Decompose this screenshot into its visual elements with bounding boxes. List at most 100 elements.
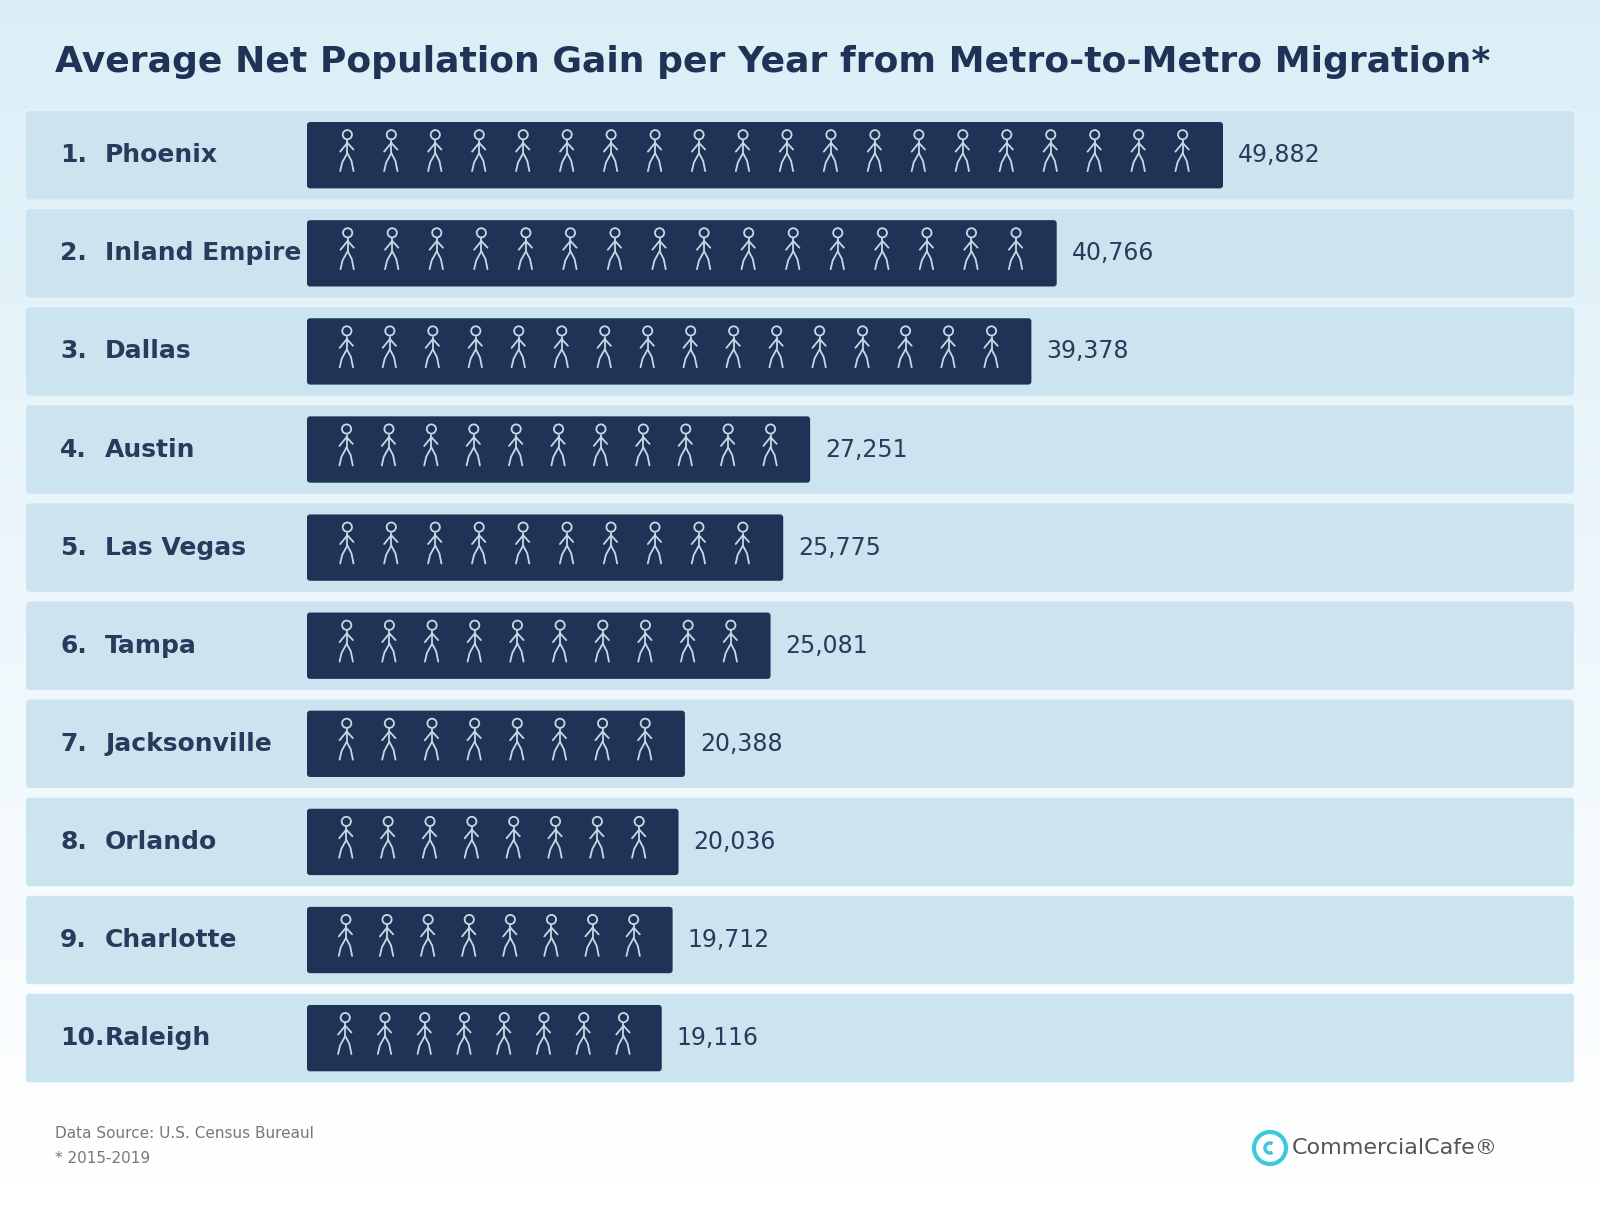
Bar <box>0 936 1600 948</box>
Bar <box>0 195 1600 207</box>
FancyBboxPatch shape <box>26 308 1574 395</box>
FancyBboxPatch shape <box>307 1004 662 1071</box>
Bar <box>0 1094 1600 1107</box>
Bar <box>0 426 1600 438</box>
Text: 4.: 4. <box>61 438 86 462</box>
Bar <box>0 1155 1600 1167</box>
Bar <box>0 255 1600 268</box>
FancyBboxPatch shape <box>307 613 771 679</box>
Bar <box>0 1180 1600 1192</box>
Text: 27,251: 27,251 <box>826 438 907 462</box>
Bar <box>0 754 1600 766</box>
Text: Charlotte: Charlotte <box>106 928 237 952</box>
FancyBboxPatch shape <box>307 710 685 777</box>
Bar <box>0 280 1600 292</box>
FancyBboxPatch shape <box>307 319 1032 384</box>
Bar <box>0 900 1600 912</box>
Bar <box>0 644 1600 657</box>
Bar <box>0 1058 1600 1070</box>
Text: 39,378: 39,378 <box>1046 339 1130 364</box>
Text: CommercialCafe®: CommercialCafe® <box>1293 1138 1498 1158</box>
FancyBboxPatch shape <box>307 416 810 483</box>
Bar <box>0 413 1600 426</box>
FancyBboxPatch shape <box>26 896 1574 984</box>
Text: 20,388: 20,388 <box>699 732 782 756</box>
Bar <box>0 146 1600 158</box>
Text: 5.: 5. <box>61 535 86 559</box>
Bar <box>0 170 1600 182</box>
Bar <box>0 450 1600 462</box>
Bar <box>0 1070 1600 1082</box>
Bar <box>0 12 1600 24</box>
Bar <box>0 328 1600 340</box>
Bar <box>0 803 1600 815</box>
Bar <box>0 596 1600 608</box>
Bar <box>0 377 1600 389</box>
Bar <box>0 851 1600 863</box>
FancyBboxPatch shape <box>307 122 1222 188</box>
Bar <box>0 182 1600 195</box>
Bar <box>0 730 1600 742</box>
Bar <box>0 997 1600 1009</box>
Bar <box>0 608 1600 620</box>
Bar <box>0 134 1600 146</box>
FancyBboxPatch shape <box>26 111 1574 199</box>
Bar <box>0 61 1600 73</box>
Bar <box>0 49 1600 61</box>
Bar <box>0 1204 1600 1216</box>
Bar <box>0 462 1600 474</box>
Bar <box>0 778 1600 790</box>
Text: 7.: 7. <box>61 732 86 756</box>
FancyBboxPatch shape <box>307 907 672 973</box>
Bar <box>0 511 1600 523</box>
Bar <box>0 876 1600 888</box>
Bar <box>0 985 1600 997</box>
Bar <box>0 632 1600 644</box>
Bar <box>0 547 1600 559</box>
FancyBboxPatch shape <box>307 514 784 581</box>
Text: 49,882: 49,882 <box>1238 143 1320 168</box>
Bar <box>0 620 1600 632</box>
Text: 6.: 6. <box>61 634 86 658</box>
Text: Austin: Austin <box>106 438 195 462</box>
Bar <box>0 316 1600 328</box>
Bar <box>0 486 1600 499</box>
Text: 1.: 1. <box>61 143 86 168</box>
Bar <box>0 36 1600 49</box>
Text: 2.: 2. <box>61 241 86 265</box>
Bar <box>0 1082 1600 1094</box>
Bar <box>0 1107 1600 1119</box>
Bar <box>0 24 1600 36</box>
Bar <box>0 839 1600 851</box>
Bar <box>0 122 1600 134</box>
Bar <box>0 742 1600 754</box>
Text: Orlando: Orlando <box>106 831 218 854</box>
Bar <box>0 669 1600 681</box>
Bar <box>0 243 1600 255</box>
Bar <box>0 888 1600 900</box>
Bar <box>0 559 1600 572</box>
FancyBboxPatch shape <box>26 405 1574 494</box>
Text: Dallas: Dallas <box>106 339 192 364</box>
Bar <box>0 681 1600 693</box>
Bar <box>0 973 1600 985</box>
Bar <box>0 401 1600 413</box>
Bar <box>0 474 1600 486</box>
Bar <box>0 766 1600 778</box>
Bar <box>0 1021 1600 1034</box>
Bar <box>0 535 1600 547</box>
Text: Data Source: U.S. Census Bureaul: Data Source: U.S. Census Bureaul <box>54 1126 314 1141</box>
Text: Tampa: Tampa <box>106 634 197 658</box>
FancyBboxPatch shape <box>26 602 1574 689</box>
Text: * 2015-2019: * 2015-2019 <box>54 1152 150 1166</box>
Bar <box>0 292 1600 304</box>
Bar <box>0 1034 1600 1046</box>
FancyBboxPatch shape <box>26 798 1574 886</box>
Bar <box>0 1009 1600 1021</box>
Text: Average Net Population Gain per Year from Metro-to-Metro Migration*: Average Net Population Gain per Year fro… <box>54 45 1490 79</box>
Bar <box>0 438 1600 450</box>
Bar <box>0 584 1600 596</box>
Bar <box>0 207 1600 219</box>
FancyBboxPatch shape <box>26 503 1574 592</box>
Bar <box>0 340 1600 353</box>
